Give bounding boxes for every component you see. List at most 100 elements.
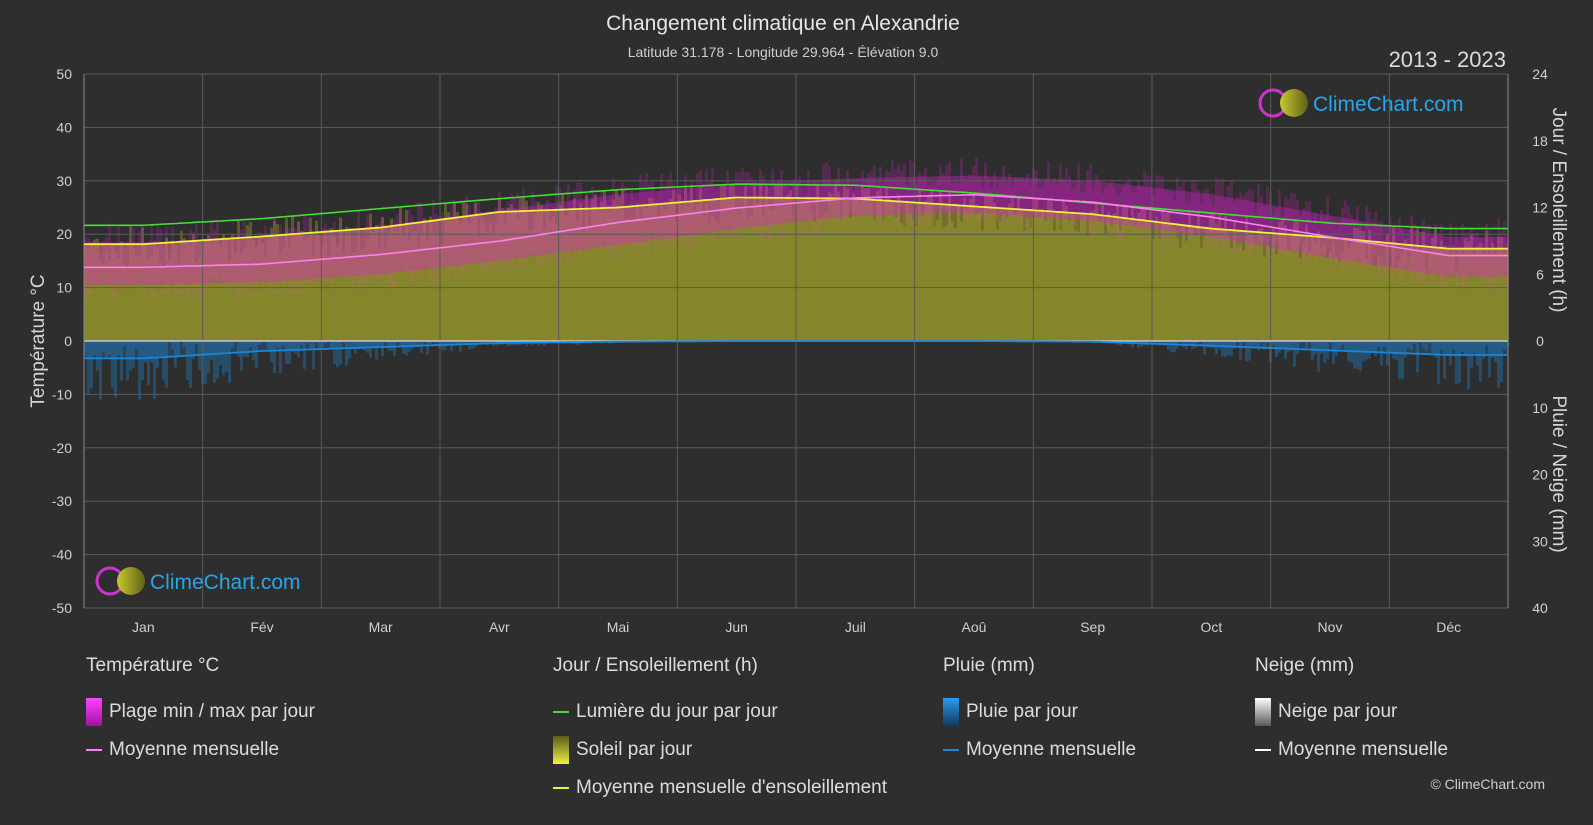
- daily-rain-bar: [423, 341, 426, 343]
- y-left-tick: 20: [56, 226, 72, 242]
- daily-temp-range-bar: [1173, 200, 1176, 224]
- daily-rain-bar: [1248, 341, 1251, 361]
- daily-rain-bar: [114, 341, 117, 398]
- legend-item-label: Pluie par jour: [966, 701, 1078, 722]
- daily-rain-bar: [213, 341, 216, 383]
- legend-item: Plage min / max par jour: [86, 693, 315, 731]
- daily-temp-range-bar: [891, 160, 894, 212]
- climate-chart: Changement climatique en Alexandrie Lati…: [28, 12, 1569, 635]
- legend-item-label: Lumière du jour par jour: [576, 701, 778, 722]
- daily-temp-range-bar: [1254, 212, 1257, 243]
- daily-rain-bar: [1398, 341, 1401, 380]
- daily-temp-range-bar: [831, 184, 834, 208]
- daily-rain-bar: [84, 341, 87, 356]
- daily-rain-bar: [1257, 341, 1260, 351]
- legend-item: Moyenne mensuelle: [1255, 731, 1448, 769]
- daily-rain-bar: [357, 341, 360, 350]
- daily-rain-bar: [447, 341, 450, 346]
- daily-temp-range-bar: [1356, 206, 1359, 258]
- daily-temp-range-bar: [1203, 189, 1206, 233]
- daily-rain-bar: [1440, 341, 1443, 350]
- y-right-bottom-tick: 40: [1532, 600, 1548, 616]
- daily-rain-bar: [1416, 341, 1419, 373]
- daily-temp-range-bar: [1143, 171, 1146, 230]
- daily-temp-range-bar: [1209, 199, 1212, 242]
- daily-temp-range-bar: [1068, 175, 1071, 220]
- daily-temp-range-bar: [1056, 183, 1059, 222]
- daily-temp-range-bar: [660, 174, 663, 230]
- daily-temp-range-bar: [1140, 185, 1143, 241]
- legend-item-label: Moyenne mensuelle d'ensoleillement: [576, 777, 887, 798]
- daily-temp-range-bar: [846, 170, 849, 220]
- daily-rain-bar: [165, 341, 168, 388]
- daily-temp-range-bar: [993, 172, 996, 207]
- daily-rain-bar: [1476, 341, 1479, 366]
- daily-rain-bar: [96, 341, 99, 371]
- daily-rain-bar: [363, 341, 366, 351]
- daily-temp-range-bar: [1155, 175, 1158, 225]
- swatch: [553, 711, 569, 713]
- daily-rain-bar: [1494, 341, 1497, 363]
- daily-rain-bar: [1485, 341, 1488, 346]
- daily-rain-bar: [1281, 341, 1284, 349]
- daily-temp-range-bar: [1215, 177, 1218, 246]
- daily-rain-bar: [291, 341, 294, 352]
- legend-item-label: Neige par jour: [1278, 701, 1398, 722]
- daily-temp-range-bar: [981, 187, 984, 218]
- daily-rain-bar: [1215, 341, 1218, 354]
- daily-rain-bar: [411, 341, 414, 349]
- swatch: [1255, 698, 1271, 726]
- daily-temp-range-bar: [963, 178, 966, 220]
- daily-rain-bar: [1329, 341, 1332, 343]
- y-right-bottom-axis-title: Pluie / Neige (mm): [1548, 395, 1569, 552]
- daily-rain-bar: [1263, 341, 1266, 350]
- daily-temp-range-bar: [1320, 210, 1323, 254]
- daily-rain-bar: [1188, 341, 1191, 344]
- daily-temp-range-bar: [1179, 186, 1182, 233]
- daily-temp-range-bar: [828, 165, 831, 209]
- daily-temp-range-bar: [1191, 179, 1194, 241]
- daily-rain-bar: [402, 341, 405, 354]
- logo-text-top: ClimeChart.com: [1313, 93, 1464, 116]
- legend-item-label: Plage min / max par jour: [109, 701, 315, 722]
- daily-rain-bar: [189, 341, 192, 389]
- daily-rain-bar: [1218, 341, 1221, 349]
- daily-temp-range-bar: [1146, 175, 1149, 227]
- daily-rain-bar: [195, 341, 198, 345]
- daily-rain-bar: [1428, 341, 1431, 344]
- daily-rain-bar: [1320, 341, 1323, 354]
- daily-temp-range-bar: [1290, 193, 1293, 245]
- copyright: © ClimeChart.com: [1430, 776, 1545, 792]
- daily-temp-range-bar: [1206, 188, 1209, 252]
- x-tick: Jun: [725, 619, 748, 635]
- swatch: [943, 749, 959, 751]
- swatch: [86, 698, 102, 726]
- daily-rain-bar: [1290, 341, 1293, 351]
- daily-rain-bar: [1284, 341, 1287, 360]
- y-left-axis-title: Température °C: [28, 274, 49, 407]
- daily-rain-bar: [1335, 341, 1338, 357]
- daily-temp-range-bar: [930, 184, 933, 215]
- daily-rain-bar: [315, 341, 318, 343]
- y-left-tick: 10: [56, 280, 72, 296]
- daily-temp-range-bar: [1047, 161, 1050, 221]
- legend-temperature: Température °C Plage min / max par jour …: [86, 655, 315, 769]
- daily-rain-bar: [120, 341, 123, 381]
- daily-rain-bar: [228, 341, 231, 384]
- daily-rain-bar: [312, 341, 315, 370]
- daily-temp-range-bar: [1389, 217, 1392, 257]
- daily-temp-range-bar: [1248, 188, 1251, 257]
- x-tick: Sep: [1080, 619, 1105, 635]
- daily-temp-range-bar: [879, 166, 882, 231]
- daily-rain-bar: [1395, 341, 1398, 361]
- daily-rain-bar: [1251, 341, 1254, 349]
- daily-temp-range-bar: [969, 174, 972, 222]
- daily-rain-bar: [1371, 341, 1374, 352]
- daily-temp-range-bar: [1380, 221, 1383, 257]
- legend-sun-title: Jour / Ensoleillement (h): [553, 655, 758, 676]
- x-tick: Oct: [1200, 619, 1222, 635]
- tick-labels: 50 40 30 20 10 0 -10 -20 -30 -40 -50 24 18 12 6 0 10 20 30…: [52, 66, 1548, 635]
- daily-rain-bar: [1383, 341, 1386, 348]
- daily-rain-bar: [1353, 341, 1356, 369]
- chart-title: Changement climatique en Alexandrie: [606, 12, 960, 35]
